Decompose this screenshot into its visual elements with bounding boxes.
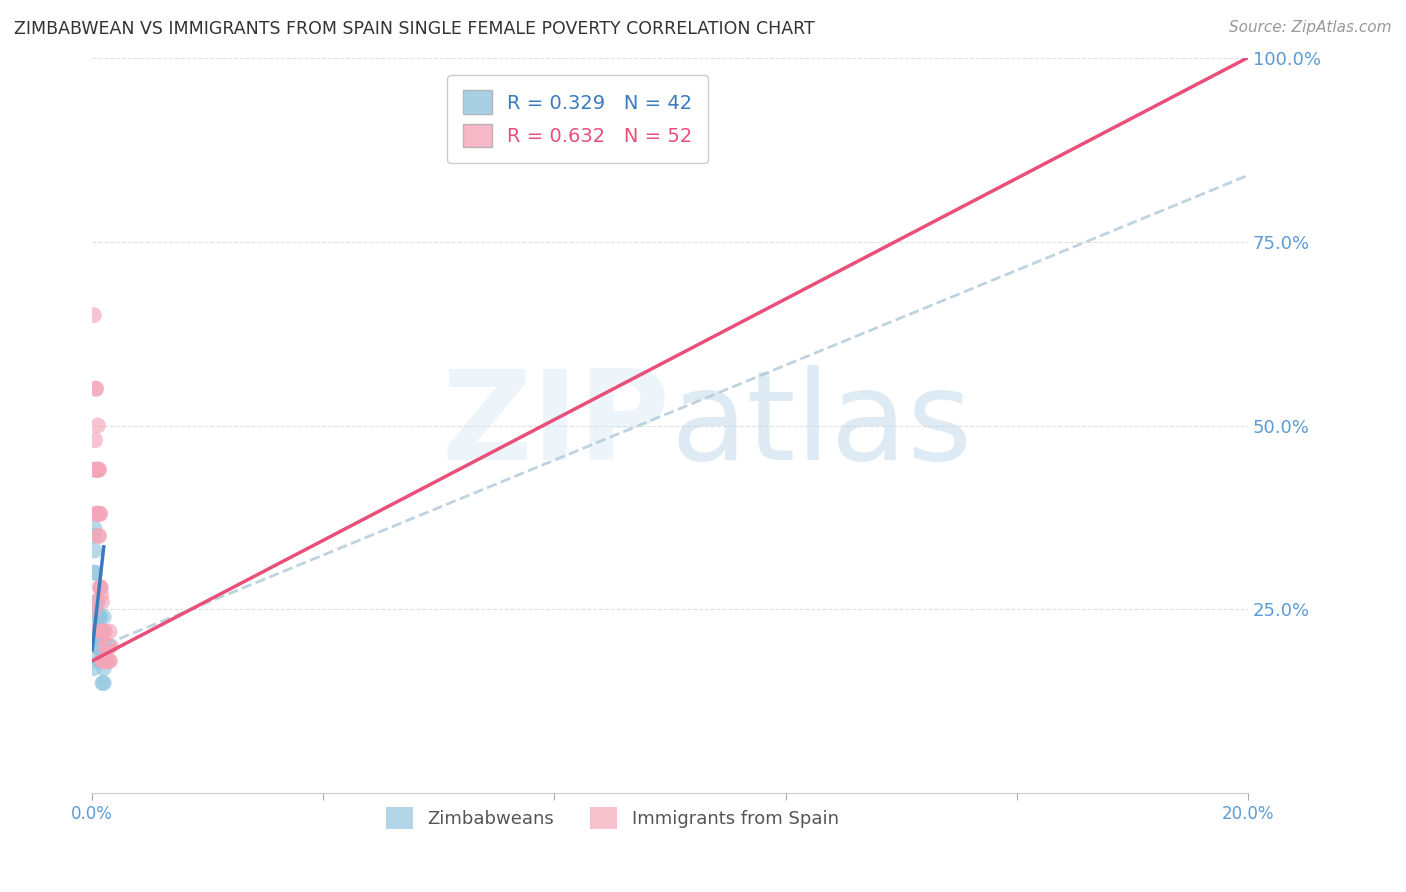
Point (87, 529, 110, 543)
Point (86, 463, 108, 477)
Point (83, 595, 105, 609)
Point (93, 624, 115, 639)
Point (87, 463, 110, 477)
Point (94, 624, 117, 639)
Point (84, 382, 107, 396)
Point (87, 529, 110, 543)
Point (89, 639, 111, 653)
Point (91, 654, 114, 668)
Text: ZIMBABWEAN VS IMMIGRANTS FROM SPAIN SINGLE FEMALE POVERTY CORRELATION CHART: ZIMBABWEAN VS IMMIGRANTS FROM SPAIN SING… (14, 20, 815, 37)
Point (90, 654, 112, 668)
Point (84, 624, 107, 639)
Point (93, 639, 115, 653)
Point (83, 308, 105, 322)
Point (84, 602, 107, 616)
Point (94, 639, 117, 653)
Point (98, 639, 121, 653)
Point (100, 639, 122, 653)
Point (90, 588, 112, 602)
Point (90, 639, 112, 653)
Point (91, 654, 114, 668)
Point (87, 639, 110, 653)
Point (84, 382, 107, 396)
Point (89, 609, 111, 624)
Point (86, 639, 108, 653)
Point (90, 654, 112, 668)
Text: atlas: atlas (671, 365, 972, 486)
Point (97, 654, 120, 668)
Point (86, 507, 108, 521)
Point (89, 507, 111, 521)
Point (93, 609, 115, 624)
Point (87, 507, 110, 521)
Point (83, 602, 105, 616)
Point (97, 654, 120, 668)
Point (84, 639, 107, 653)
Point (86, 624, 108, 639)
Point (94, 654, 117, 668)
Point (84, 566, 107, 580)
Point (84, 463, 107, 477)
Point (83, 543, 105, 558)
Point (91, 624, 114, 639)
Point (86, 595, 108, 609)
Point (96, 639, 118, 653)
Point (83, 566, 105, 580)
Point (91, 639, 114, 653)
Point (87, 595, 110, 609)
Point (86, 609, 108, 624)
Point (93, 661, 115, 675)
Point (91, 595, 114, 609)
Point (90, 624, 112, 639)
Point (84, 463, 107, 477)
Point (87, 463, 110, 477)
Legend: Zimbabweans, Immigrants from Spain: Zimbabweans, Immigrants from Spain (378, 799, 846, 836)
Point (83, 521, 105, 535)
Point (97, 639, 120, 653)
Point (83, 463, 105, 477)
Point (91, 654, 114, 668)
Point (87, 609, 110, 624)
Point (87, 463, 110, 477)
Point (82, 628, 104, 642)
Point (89, 580, 111, 594)
Point (87, 418, 110, 433)
Point (89, 609, 111, 624)
Point (91, 676, 114, 690)
Point (84, 624, 107, 639)
Point (89, 580, 111, 594)
Point (87, 639, 110, 653)
Point (87, 624, 110, 639)
Point (84, 654, 107, 668)
Point (91, 654, 114, 668)
Point (98, 654, 121, 668)
Point (82, 661, 104, 675)
Point (86, 507, 108, 521)
Point (86, 463, 108, 477)
Point (93, 654, 115, 668)
Text: ZIP: ZIP (441, 365, 671, 486)
Point (91, 639, 114, 653)
Point (94, 639, 117, 653)
Point (90, 624, 112, 639)
Point (90, 624, 112, 639)
Point (98, 624, 121, 639)
Point (84, 507, 107, 521)
Point (87, 624, 110, 639)
Point (96, 654, 118, 668)
Point (91, 624, 114, 639)
Point (86, 624, 108, 639)
Point (93, 654, 115, 668)
Point (84, 434, 107, 448)
Point (89, 507, 111, 521)
Point (84, 639, 107, 653)
Text: Source: ZipAtlas.com: Source: ZipAtlas.com (1229, 20, 1392, 35)
Point (82, 624, 104, 639)
Point (84, 624, 107, 639)
Point (89, 624, 111, 639)
Point (90, 580, 112, 594)
Point (83, 529, 105, 543)
Point (91, 624, 114, 639)
Point (93, 676, 115, 690)
